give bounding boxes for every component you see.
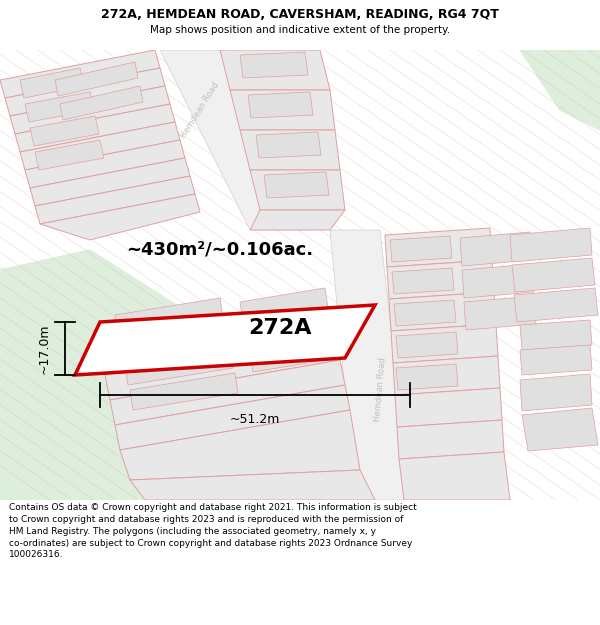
Polygon shape (399, 452, 510, 500)
Text: ~17.0m: ~17.0m (38, 323, 51, 374)
Polygon shape (390, 236, 452, 262)
Polygon shape (248, 92, 313, 118)
Polygon shape (60, 86, 143, 120)
Polygon shape (20, 122, 180, 170)
Polygon shape (35, 176, 195, 224)
Polygon shape (464, 296, 536, 330)
Text: Hemdean Road: Hemdean Road (373, 357, 387, 422)
Polygon shape (397, 420, 504, 459)
Polygon shape (130, 470, 375, 500)
Polygon shape (100, 310, 335, 375)
Polygon shape (462, 264, 534, 298)
Polygon shape (240, 52, 308, 78)
Polygon shape (15, 104, 175, 152)
Text: Contains OS data © Crown copyright and database right 2021. This information is : Contains OS data © Crown copyright and d… (9, 503, 417, 559)
Polygon shape (10, 86, 170, 134)
Polygon shape (385, 228, 492, 267)
Polygon shape (250, 338, 338, 372)
Polygon shape (391, 324, 498, 363)
Text: Hemdean Road: Hemdean Road (179, 80, 221, 140)
Polygon shape (264, 172, 329, 198)
Polygon shape (220, 50, 330, 90)
Polygon shape (392, 268, 454, 294)
Polygon shape (30, 158, 190, 206)
Polygon shape (250, 170, 345, 210)
Polygon shape (120, 323, 228, 360)
Polygon shape (520, 320, 592, 350)
Text: ~430m²/~0.106ac.: ~430m²/~0.106ac. (127, 241, 314, 259)
Text: 272A, HEMDEAN ROAD, CAVERSHAM, READING, RG4 7QT: 272A, HEMDEAN ROAD, CAVERSHAM, READING, … (101, 8, 499, 21)
Polygon shape (115, 298, 223, 335)
Polygon shape (75, 305, 375, 375)
Polygon shape (240, 288, 328, 322)
Polygon shape (387, 260, 494, 299)
Polygon shape (230, 90, 335, 130)
Polygon shape (5, 68, 165, 116)
Polygon shape (30, 116, 99, 146)
Polygon shape (105, 335, 340, 400)
Polygon shape (396, 364, 458, 390)
Text: ~51.2m: ~51.2m (230, 413, 280, 426)
Polygon shape (522, 408, 598, 451)
Polygon shape (520, 345, 592, 375)
Polygon shape (460, 232, 532, 266)
Polygon shape (0, 250, 280, 500)
Polygon shape (330, 230, 410, 500)
Polygon shape (520, 374, 592, 411)
Polygon shape (510, 228, 592, 262)
Polygon shape (25, 140, 185, 188)
Polygon shape (512, 258, 595, 292)
Polygon shape (20, 68, 84, 98)
Polygon shape (520, 50, 600, 130)
Polygon shape (396, 332, 458, 358)
Text: Map shows position and indicative extent of the property.: Map shows position and indicative extent… (150, 25, 450, 35)
Polygon shape (395, 388, 502, 427)
Polygon shape (110, 360, 345, 425)
Polygon shape (514, 288, 598, 322)
Polygon shape (394, 300, 456, 326)
Polygon shape (115, 385, 350, 450)
Polygon shape (256, 132, 321, 158)
Polygon shape (125, 348, 233, 385)
Polygon shape (0, 50, 160, 98)
Polygon shape (25, 92, 94, 122)
Text: 272A: 272A (248, 318, 312, 338)
Polygon shape (393, 356, 500, 395)
Polygon shape (55, 62, 138, 96)
Polygon shape (35, 140, 104, 170)
Polygon shape (160, 50, 310, 230)
Polygon shape (120, 410, 360, 480)
Polygon shape (40, 194, 200, 240)
Polygon shape (250, 210, 345, 230)
Polygon shape (240, 130, 340, 170)
Polygon shape (389, 292, 496, 331)
Polygon shape (245, 313, 333, 347)
Polygon shape (130, 373, 238, 410)
